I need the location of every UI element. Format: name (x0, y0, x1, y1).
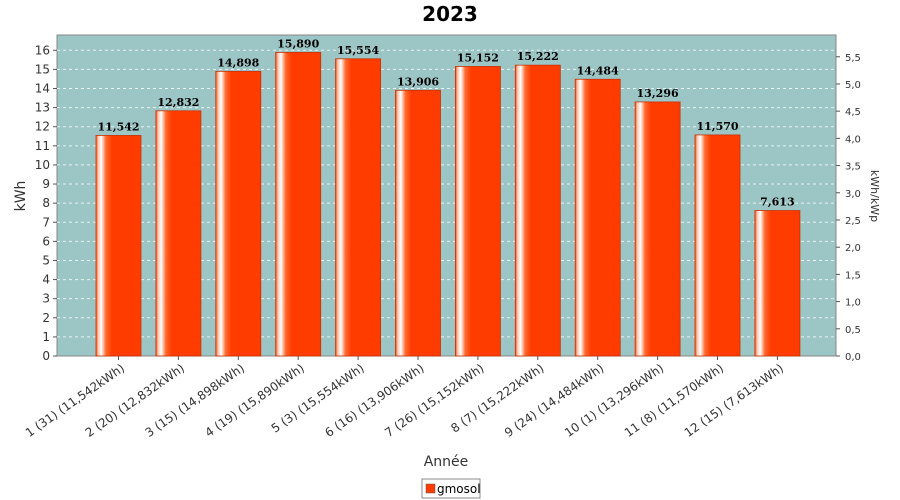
data-label: 11,542 (97, 120, 139, 133)
y-tick-label: 16 (35, 43, 50, 57)
data-label: 13,906 (397, 75, 439, 88)
legend: gmosol (421, 478, 481, 499)
x-tick-label: 4 (19) (15,890kWh) (202, 361, 306, 440)
legend-swatch (425, 483, 436, 494)
y2-tick-label: 3,0 (845, 189, 861, 200)
data-label: 15,554 (337, 44, 379, 57)
y-tick-label: 1 (42, 330, 50, 344)
x-tick-label: 12 (15) (7,613kWh) (682, 361, 786, 440)
data-label: 11,570 (696, 120, 738, 133)
y-axis-label: kWh (13, 181, 29, 212)
data-label: 15,890 (277, 37, 319, 50)
bar (574, 78, 621, 357)
x-tick-label: 7 (26) (15,152kWh) (382, 361, 486, 440)
y2-tick-label: 5,5 (845, 53, 861, 64)
x-tick-label: 3 (15) (14,898kWh) (143, 361, 247, 440)
y-tick-label: 12 (35, 120, 50, 134)
x-tick-label: 1 (31) (11,542kWh) (23, 361, 127, 440)
y2-tick-label: 2,0 (845, 243, 861, 254)
bars (95, 51, 801, 357)
y-tick-label: 14 (35, 82, 50, 96)
y-tick-label: 6 (42, 234, 50, 248)
bar (395, 89, 441, 357)
data-label: 15,222 (517, 50, 559, 63)
legend-label: gmosol (437, 482, 481, 496)
y-tick-label: 11 (35, 139, 50, 153)
data-label: 12,832 (157, 96, 199, 109)
bar (275, 51, 322, 357)
bar (155, 110, 202, 357)
y2-tick-label: 5,0 (845, 80, 861, 91)
y2-tick-label: 4,0 (845, 134, 861, 145)
data-label: 14,898 (217, 56, 259, 69)
y2-tick-label: 0,5 (845, 325, 861, 336)
y-tick-label: 7 (42, 215, 50, 229)
x-tick-label: 2 (20) (12,832kWh) (83, 361, 187, 440)
chart-title: 2023 (422, 2, 478, 26)
data-label: 7,613 (760, 196, 794, 209)
y-tick-label: 9 (42, 177, 50, 191)
y2-axis-label: kWh/kWp (868, 170, 881, 222)
x-tick-label: 6 (16) (13,906kWh) (322, 361, 426, 440)
y-tick-label: 13 (35, 101, 50, 115)
y-tick-label: 5 (42, 253, 50, 267)
right-axis-ticks: 0,0 0,5 1,0 1,5 2,0 2,5 3,0 3,5 4,0 4,5 5,0 5,5 (836, 53, 861, 363)
y2-tick-label: 0,0 (845, 352, 861, 363)
data-label: 13,296 (637, 87, 679, 100)
y-tick-label: 2 (42, 311, 50, 325)
y2-tick-label: 4,5 (845, 107, 861, 118)
x-axis-ticks: 1 (31) (11,542kWh)2 (20) (12,832kWh)3 (1… (23, 356, 786, 440)
bar (95, 135, 142, 357)
bar (754, 210, 801, 357)
x-axis-label: Année (424, 454, 469, 470)
bar (335, 58, 382, 357)
data-label: 14,484 (577, 64, 619, 77)
bar (694, 134, 741, 357)
y-tick-label: 3 (42, 292, 50, 306)
y2-tick-label: 1,5 (845, 270, 861, 281)
y-tick-label: 0 (42, 349, 50, 363)
y2-tick-label: 1,0 (845, 298, 861, 309)
data-labels: 11,542 12,832 14,898 15,890 15,554 13,906 15,1… (97, 37, 794, 208)
bar (215, 70, 262, 357)
bar (514, 64, 561, 357)
y-tick-label: 10 (35, 158, 50, 172)
data-label: 15,152 (457, 51, 499, 64)
y2-tick-label: 2,5 (845, 216, 861, 227)
x-tick-label: 10 (1) (13,296kWh) (562, 361, 666, 440)
legend-box (421, 478, 481, 499)
x-tick-label: 11 (8) (11,570kWh) (622, 361, 726, 440)
y-tick-label: 15 (35, 62, 50, 76)
bar (634, 101, 681, 357)
y-tick-label: 8 (42, 196, 50, 210)
bar (454, 66, 501, 357)
y2-tick-label: 3,5 (845, 162, 861, 173)
y-tick-label: 4 (42, 273, 50, 287)
x-tick-label: 9 (24) (14,484kWh) (502, 361, 606, 440)
